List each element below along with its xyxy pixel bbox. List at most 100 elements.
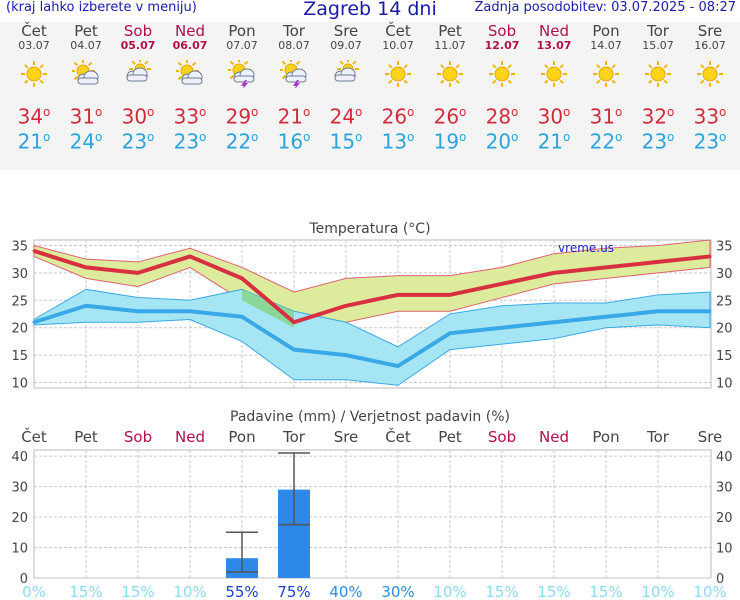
x-tick-label: Čet [385,427,411,446]
day-date: 14.07 [590,39,622,52]
temp-min: 23o [693,129,727,154]
max-temp-point [396,293,400,297]
temp-max: 30o [537,104,571,129]
sun-cloud-icon [71,59,100,88]
temp-min: 23o [173,129,207,154]
min-temp-point [136,309,140,313]
x-tick-label: Pon [228,428,255,446]
x-tick-label: Sob [124,428,152,446]
y-tick-left: 30 [11,481,28,496]
day-name: Tor [283,22,305,40]
day-date: 05.07 [120,39,156,52]
forecast-band [0,22,740,170]
forecast-day: Pet 11.07 26o 19o [424,22,476,154]
temp-min: 23o [121,129,155,154]
temp-max: 29o [225,104,259,129]
sun-icon [592,60,620,88]
min-temp-point [84,304,88,308]
y-tick-left: 10 [11,377,28,392]
day-date: 10.07 [382,39,414,52]
day-date: 07.07 [226,39,258,52]
max-temp-point [552,271,556,275]
y-tick-right: 15 [716,349,733,364]
y-tick-right: 10 [716,542,733,557]
location-hint[interactable]: (kraj lahko izberete v meniju) [6,0,197,15]
temp-max: 21o [277,104,311,129]
temp-min: 24o [69,129,103,154]
temp-min: 23o [641,129,675,154]
temp-max: 28o [485,104,519,129]
min-temp-point [552,320,556,324]
min-temp-point [240,315,244,319]
temp-max: 32o [641,104,675,129]
day-name: Pon [592,22,620,40]
precip-probability: 75% [277,583,310,600]
day-date: 13.07 [536,39,572,52]
y-tick-left: 40 [11,450,28,465]
x-tick-label: Ned [539,428,569,446]
y-tick-left: 20 [11,511,28,526]
forecast-day: Sre 16.07 33o 23o [684,22,736,154]
forecast-day: Sob 12.07 28o 20o [476,22,528,154]
day-name: Tor [647,22,669,40]
max-temp-line [33,249,711,325]
y-tick-right: 0 [716,572,724,587]
sun-icon [20,60,48,88]
max-temp-point [292,320,296,324]
x-tick-label: Sob [488,428,516,446]
max-temp-point [344,304,348,308]
forecast-day: Sre 09.07 24o 15o [320,22,372,154]
y-tick-left: 30 [11,267,28,282]
min-temp-point [188,309,192,313]
temp-min: 22o [225,129,259,154]
max-temp-point [708,254,712,258]
min-temp-point [656,309,660,313]
y-tick-left: 25 [11,294,28,309]
y-tick-left: 35 [11,239,28,254]
min-temp-point [500,326,504,330]
day-name: Čet [21,22,47,40]
y-tick-left: 0 [20,572,28,587]
sun-icon [644,60,672,88]
min-temp-point [292,348,296,352]
day-date: 12.07 [484,39,520,52]
min-temp-point [396,364,400,368]
y-tick-right: 30 [716,267,733,282]
x-tick-label: Sre [698,428,723,446]
forecast-day: Ned 06.07 33o 23o [164,22,216,154]
x-tick-label: Pet [438,428,462,446]
forecast-day: Tor 08.07 21o 16o [268,22,320,154]
forecast-day: Pet 04.07 31o 24o [60,22,112,154]
day-name: Čet [385,22,411,40]
y-tick-right: 25 [716,294,733,309]
max-temp-point [240,276,244,280]
temp-max: 34o [17,104,51,129]
y-tick-left: 15 [11,349,28,364]
x-tick-label: Sre [334,428,359,446]
x-tick-label: Pet [74,428,98,446]
min-temp-point [344,353,348,357]
max-temp-point [32,249,36,253]
overlap-band [242,289,294,328]
temp-min: 16o [277,129,311,154]
day-date: 11.07 [434,39,466,52]
y-tick-right: 20 [716,511,733,526]
precip-probability: 15% [121,583,154,600]
temp-min: 21o [537,129,571,154]
min-temp-line [33,303,710,369]
temp-min: 22o [589,129,623,154]
precip-probability: 10% [641,583,674,600]
day-date: 09.07 [330,39,362,52]
temp-min: 20o [485,129,519,154]
max-temp-point [604,265,608,269]
max-temp-point [500,282,504,286]
precip-probability: 10% [433,583,466,600]
precip-probability: 10% [693,583,726,600]
sun-icon [696,60,724,88]
day-name: Pet [74,22,98,40]
last-update: Zadnja posodobitev: 03.07.2025 - 08:27 [474,0,736,15]
sun-icon [540,60,568,88]
precip-probability: 0% [22,583,46,600]
forecast-day: Čet 03.07 34o 21o [8,22,60,154]
plot-area [33,449,712,579]
